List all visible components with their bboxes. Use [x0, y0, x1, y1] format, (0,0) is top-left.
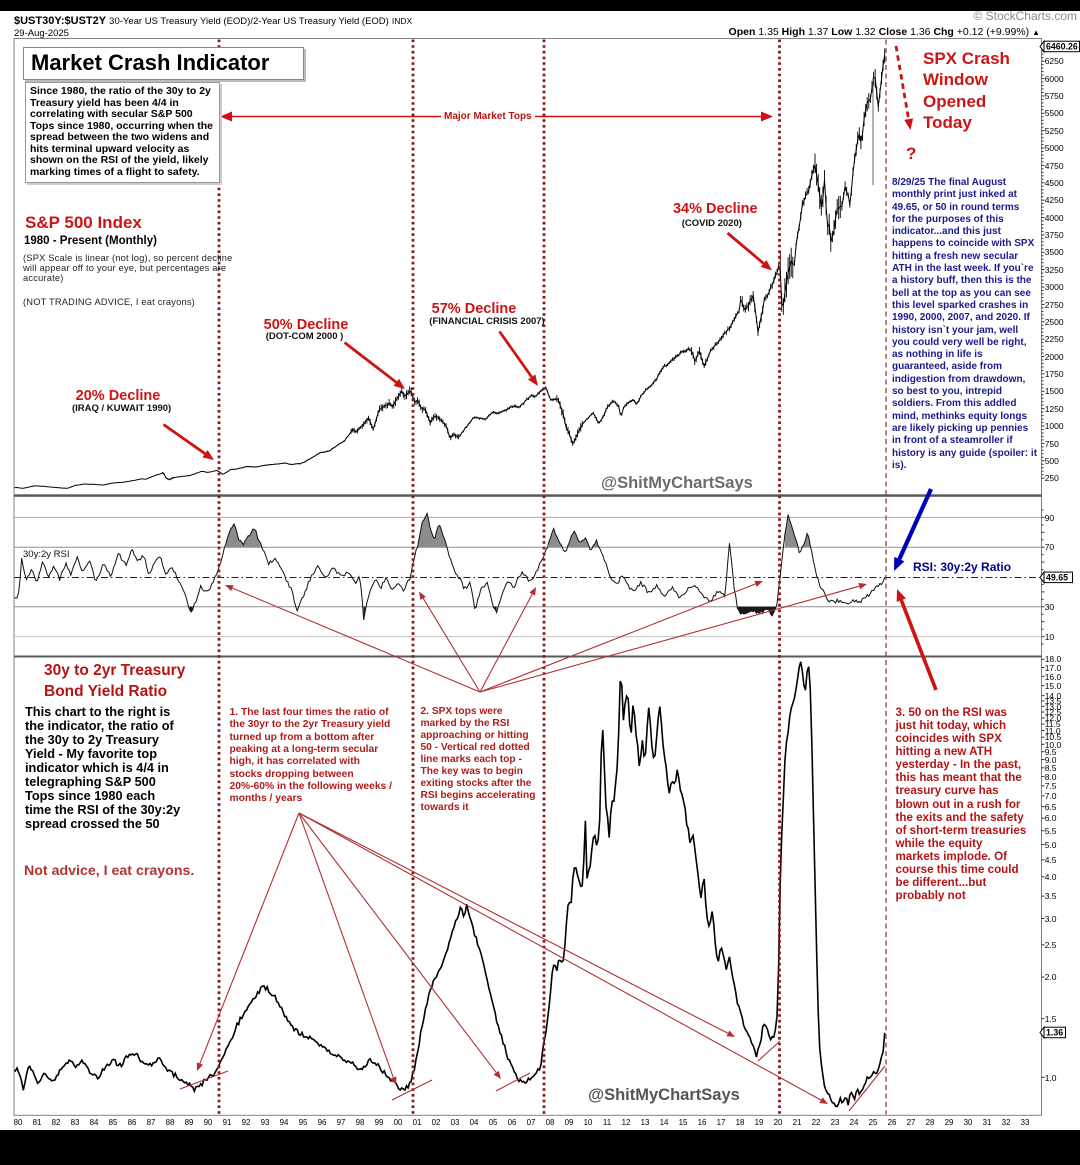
svg-text:1.36: 1.36	[1046, 1028, 1063, 1038]
svg-text:6460.26: 6460.26	[1046, 42, 1078, 52]
svg-text:49.65: 49.65	[1046, 573, 1068, 583]
